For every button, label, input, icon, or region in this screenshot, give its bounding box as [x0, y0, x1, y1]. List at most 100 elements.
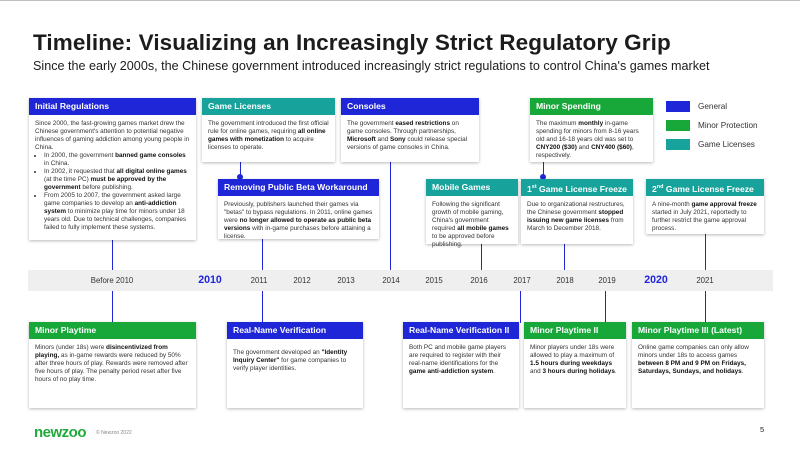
bullet-item: In 2002, it requested that all digital o… — [44, 168, 190, 192]
text-run: with in-game purchases before attaining … — [224, 225, 371, 240]
text-run: and — [375, 136, 390, 143]
tick-2019: 2019 — [598, 276, 616, 285]
title-text: Game License Freeze — [663, 183, 754, 194]
text-bold: anti-addiction system — [44, 200, 177, 215]
text-run: (at the time PC) — [44, 176, 91, 183]
text-bold: CNY200 ($30) — [536, 144, 577, 151]
legend-swatch-game-licenses — [666, 139, 690, 150]
text-run: and — [530, 368, 543, 375]
connector-dot-licenses — [237, 174, 243, 180]
card-body: Online game companies can only allow min… — [632, 339, 764, 381]
tick-2012: 2012 — [293, 276, 311, 285]
connector-beta — [262, 239, 263, 280]
text-run: . — [493, 368, 495, 375]
text-run: from March to December 2018. — [527, 217, 624, 232]
tick-2016: 2016 — [470, 276, 488, 285]
legend-swatch-minor-protection — [666, 120, 690, 131]
card-body: Since 2000, the fast-growing games marke… — [29, 115, 196, 237]
text-bold: game approval freeze — [691, 201, 757, 208]
tick-2021: 2021 — [696, 276, 714, 285]
tick-2015: 2015 — [425, 276, 443, 285]
card-body: A nine-month game approval freeze starte… — [646, 196, 764, 238]
card-title: Removing Public Beta Workaround — [218, 179, 379, 196]
title-superscript: st — [531, 184, 537, 190]
text-bold: stopped issuing new game licenses — [527, 209, 624, 224]
text-run: The government — [347, 120, 396, 127]
text-run: , respectively. — [536, 144, 634, 159]
text-bold: eased restrictions — [395, 120, 451, 127]
card-title: Minor Spending — [530, 98, 653, 115]
text-bold: no longer allowed to operate as public b… — [224, 217, 372, 232]
text-bold: disincentivized from playing, — [35, 344, 168, 359]
connector-spending — [543, 162, 544, 176]
card-body: Minors (under 18s) were disincentivized … — [29, 339, 196, 389]
card-title: Mobile Games — [426, 179, 518, 196]
text-run: as in-game rewards were reduced by 50% a… — [35, 352, 188, 383]
text-bold: Microsoft — [347, 136, 376, 143]
card-body: The maximum monthly in-game spending for… — [530, 115, 653, 165]
card-real-name-verification-2: Real-Name Verification II Both PC and mo… — [403, 322, 519, 408]
title-text: 2 — [652, 183, 657, 194]
text-run: The government developed an — [233, 349, 322, 356]
text-run: Previously, publishers launched their ga… — [224, 201, 373, 224]
connector-consoles — [390, 162, 391, 280]
tick-2011: 2011 — [250, 276, 268, 285]
connector-realname1 — [262, 283, 263, 323]
text-run: before publishing. — [80, 184, 133, 191]
card-body: The government introduced the first offi… — [202, 115, 335, 157]
card-minor-playtime: Minor Playtime Minors (under 18s) were d… — [29, 322, 196, 408]
text-run: Following the significant growth of mobi… — [432, 201, 504, 232]
text-run: In 2002, it requested that — [44, 168, 117, 175]
card-body: Minor players under 18s were allowed to … — [524, 339, 626, 381]
text-run: to acquire licenses to operate. — [208, 136, 314, 151]
text-run: A nine-month — [652, 201, 692, 208]
legend-label-minor-protection: Minor Protection — [698, 121, 758, 130]
tick-2010: 2010 — [198, 274, 222, 286]
bullet-item: In 2000, the government banned game cons… — [44, 152, 190, 168]
connector-playtime2 — [605, 283, 606, 323]
card-game-licenses: Game Licenses The government introduced … — [202, 98, 335, 162]
title-superscript: nd — [656, 184, 664, 190]
text-bold: 3 hours during holidays — [542, 368, 615, 375]
card-body: The government developed an "Identity In… — [227, 339, 363, 378]
legend-label-game-licenses: Game Licenses — [698, 140, 755, 149]
legend-label-general: General — [698, 102, 728, 111]
page-number: 5 — [760, 425, 765, 434]
text-run: Minors (under 18s) were — [35, 344, 107, 351]
tick-before-2010: Before 2010 — [90, 276, 134, 285]
text-bold: between 8 PM and 9 PM on Fridays, Saturd… — [638, 360, 746, 375]
text-bold: Sony — [389, 136, 406, 143]
tick-2013: 2013 — [337, 276, 355, 285]
text-run: The maximum — [536, 120, 579, 127]
card-body: Due to organizational restructures, the … — [521, 196, 633, 238]
card-removing-public-beta: Removing Public Beta Workaround Previous… — [218, 179, 379, 240]
card-minor-playtime-2: Minor Playtime II Minor players under 18… — [524, 322, 626, 408]
card-title: 1st Game License Freeze — [521, 179, 633, 196]
card-minor-playtime-3: Minor Playtime III (Latest) Online game … — [632, 322, 764, 408]
tick-2014: 2014 — [382, 276, 400, 285]
card-title: Real-Name Verification — [227, 322, 363, 339]
connector-initial — [112, 240, 113, 280]
connector-licenses — [240, 162, 241, 176]
card-paragraph: Since 2000, the fast-growing games marke… — [35, 120, 190, 151]
text-bold: all online games with monetization — [208, 128, 326, 143]
text-run: . — [614, 368, 617, 375]
card-second-license-freeze: 2nd Game License Freeze A nine-month gam… — [646, 179, 764, 234]
text-run: Due to organizational restructures, the … — [527, 201, 625, 216]
connector-playtime1 — [112, 283, 113, 323]
text-run: to minimize play time for minors under 1… — [44, 208, 187, 231]
card-minor-spending: Minor Spending The maximum monthly in-ga… — [530, 98, 653, 162]
text-run: could release special versions of game c… — [347, 136, 468, 151]
text-bold: banned game consoles — [115, 152, 186, 159]
text-run: Both PC and mobile game players are requ… — [409, 344, 506, 367]
card-initial-regulations: Initial Regulations Since 2000, the fast… — [29, 98, 196, 240]
text-run: Online game companies can only allow min… — [638, 344, 749, 359]
text-bold: "Identity Inquiry Center" — [233, 349, 348, 364]
title-text: Game License Freeze — [536, 183, 627, 194]
card-title: Minor Playtime III (Latest) — [632, 322, 764, 339]
text-bold: all digital online games — [116, 168, 187, 175]
card-title: Minor Playtime II — [524, 322, 626, 339]
text-run: in China. — [44, 160, 70, 167]
text-bold: CNY400 ($60) — [591, 144, 632, 151]
text-bold: must be approved by the government — [44, 176, 167, 191]
